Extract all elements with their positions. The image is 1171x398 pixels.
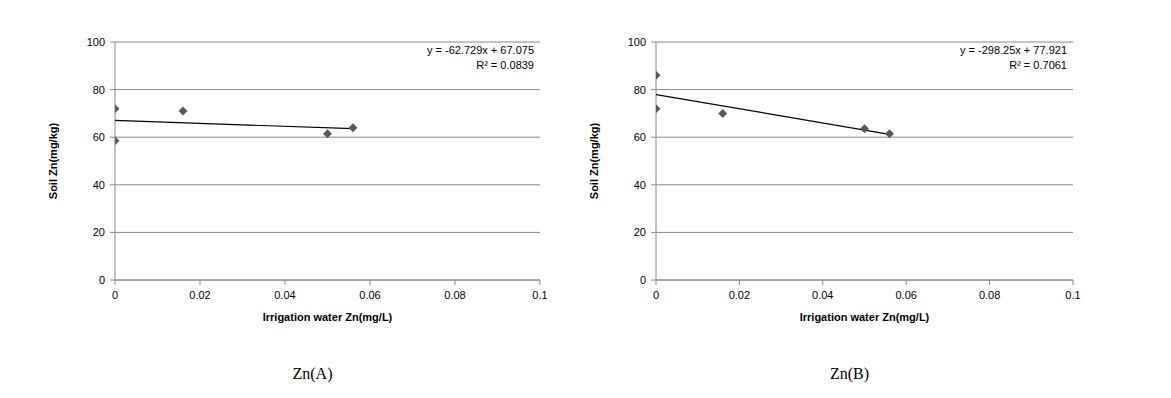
tick-label: 0.1 xyxy=(1065,289,1080,301)
tick-mark xyxy=(1073,280,1074,285)
caption: Zn(A) xyxy=(293,365,333,383)
tick-mark xyxy=(906,280,907,285)
x-axis-title: Irrigation water Zn(mg/L) xyxy=(263,311,393,323)
grid-line xyxy=(656,280,1073,281)
data-point xyxy=(115,136,120,145)
trendline-equation: y = -62.729x + 67.075 xyxy=(427,44,534,56)
y-axis-title: Soil Zn(mg/kg) xyxy=(47,122,59,199)
tick-label: 100 xyxy=(628,36,646,48)
tick-mark xyxy=(651,137,656,138)
tick-mark xyxy=(540,280,541,285)
tick-label: 20 xyxy=(93,226,105,238)
data-point xyxy=(115,104,120,113)
tick-label: 0.04 xyxy=(274,289,295,301)
tick-mark xyxy=(115,280,116,285)
tick-label: 100 xyxy=(87,36,105,48)
chart-panel: 0 20 40 60 80 100 0 0.02 0.04 0.06 0.08 0.1 Irrigati… xyxy=(588,36,1081,383)
plot-area xyxy=(115,104,358,145)
tick-label: 40 xyxy=(634,179,646,191)
grid-line xyxy=(656,89,1073,90)
tick-mark xyxy=(200,280,201,285)
y-axis-title: Soil Zn(mg/kg) xyxy=(588,122,600,199)
tick-mark xyxy=(739,280,740,285)
x-axis-title: Irrigation water Zn(mg/L) xyxy=(800,311,930,323)
grid-line xyxy=(115,184,540,185)
data-point xyxy=(656,71,661,80)
tick-label: 80 xyxy=(93,84,105,96)
tick-label: 60 xyxy=(634,131,646,143)
trendline-r-squared: R² = 0.0839 xyxy=(476,59,534,71)
data-point xyxy=(323,129,332,138)
tick-mark xyxy=(989,280,990,285)
tick-label: 0.06 xyxy=(359,289,380,301)
tick-mark xyxy=(110,137,115,138)
tick-label: 40 xyxy=(93,179,105,191)
tick-mark xyxy=(110,89,115,90)
tick-label: 0 xyxy=(640,274,646,286)
tick-mark xyxy=(656,280,657,285)
tick-mark xyxy=(651,280,656,281)
trendline xyxy=(656,95,890,135)
data-point xyxy=(349,123,358,132)
grid-line xyxy=(115,89,540,90)
data-point xyxy=(885,129,894,138)
tick-mark xyxy=(110,232,115,233)
grid-line xyxy=(115,232,540,233)
tick-label: 20 xyxy=(634,226,646,238)
grid-line xyxy=(115,280,540,281)
grid-line xyxy=(656,42,1073,43)
data-point xyxy=(179,107,188,116)
tick-label: 0.04 xyxy=(812,289,833,301)
chart-panel: 0 20 40 60 80 100 0 0.02 0.04 0.06 0.08 0.1 Irrigati… xyxy=(47,36,548,383)
grid-line xyxy=(115,42,540,43)
data-point xyxy=(860,124,869,133)
grid-line xyxy=(656,184,1073,185)
tick-label: 0.1 xyxy=(532,289,547,301)
trendline-r-squared: R² = 0.7061 xyxy=(1009,59,1067,71)
tick-label: 0 xyxy=(99,274,105,286)
tick-label: 60 xyxy=(93,131,105,143)
trendline-equation: y = -298.25x + 77.921 xyxy=(960,44,1067,56)
tick-label: 80 xyxy=(634,84,646,96)
tick-mark xyxy=(822,280,823,285)
tick-mark xyxy=(370,280,371,285)
tick-label: 0 xyxy=(112,289,118,301)
trendline xyxy=(115,120,353,128)
tick-label: 0.02 xyxy=(729,289,750,301)
tick-mark xyxy=(651,184,656,185)
tick-mark xyxy=(110,280,115,281)
tick-mark xyxy=(110,184,115,185)
grid-line xyxy=(656,232,1073,233)
data-point xyxy=(718,109,727,118)
figure: 0 20 40 60 80 100 0 0.02 0.04 0.06 0.08 0.1 Irrigati… xyxy=(0,0,1171,398)
tick-label: 0.02 xyxy=(189,289,210,301)
tick-mark xyxy=(651,89,656,90)
tick-label: 0.08 xyxy=(444,289,465,301)
tick-mark xyxy=(110,42,115,43)
x-axis xyxy=(656,280,1073,281)
tick-mark xyxy=(651,232,656,233)
tick-mark xyxy=(455,280,456,285)
data-point xyxy=(656,104,661,113)
tick-mark xyxy=(285,280,286,285)
grid-line xyxy=(656,137,1073,138)
y-axis xyxy=(115,42,116,280)
tick-mark xyxy=(651,42,656,43)
x-axis xyxy=(115,280,540,281)
plot-area xyxy=(656,71,894,138)
tick-label: 0 xyxy=(653,289,659,301)
tick-label: 0.06 xyxy=(895,289,916,301)
caption: Zn(B) xyxy=(830,365,869,383)
tick-label: 0.08 xyxy=(979,289,1000,301)
